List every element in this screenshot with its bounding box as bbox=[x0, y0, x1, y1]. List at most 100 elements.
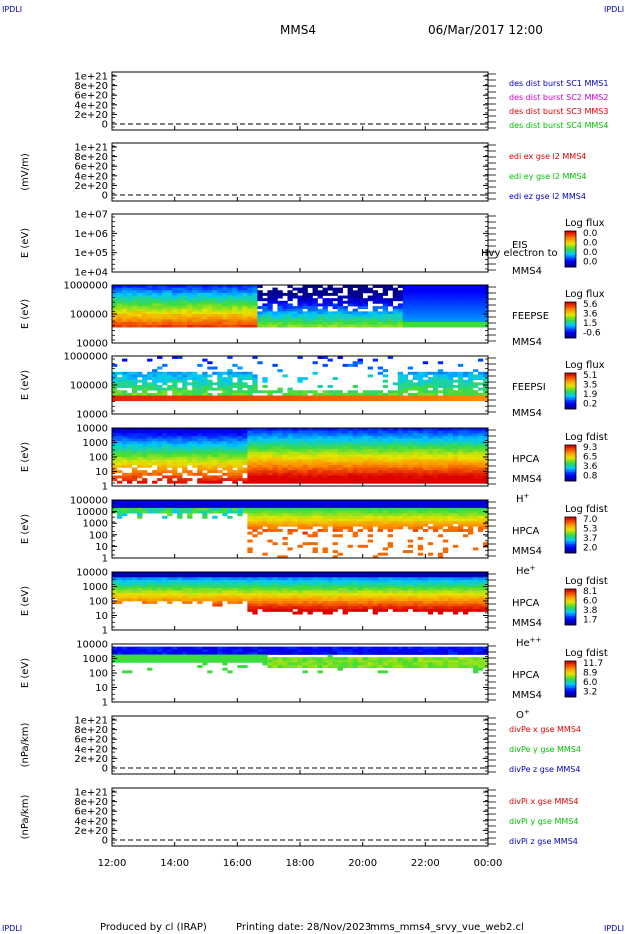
heatmap-cell bbox=[297, 311, 303, 315]
heatmap-cell bbox=[232, 324, 238, 328]
heatmap-cell bbox=[127, 598, 133, 602]
heatmap-cell bbox=[157, 505, 163, 509]
heatmap-cell bbox=[402, 321, 409, 325]
heatmap-cell bbox=[182, 443, 188, 447]
heatmap-cell bbox=[182, 500, 188, 503]
heatmap-cell bbox=[242, 579, 248, 583]
heatmap-cell bbox=[257, 590, 263, 594]
heatmap-cell bbox=[172, 459, 178, 463]
heatmap-cell bbox=[197, 470, 203, 474]
heatmap-cell bbox=[342, 314, 348, 317]
colorbar-tick-label: 5.3 bbox=[583, 525, 597, 535]
heatmap-cell bbox=[442, 438, 449, 442]
colorbar-step bbox=[565, 469, 576, 471]
heatmap-cell bbox=[327, 464, 333, 468]
heatmap-cell bbox=[472, 390, 479, 394]
heatmap-cell bbox=[242, 593, 248, 597]
heatmap-cell bbox=[267, 606, 273, 610]
heatmap-cell bbox=[377, 295, 384, 299]
heatmap-cell bbox=[212, 314, 218, 317]
heatmap-cell bbox=[432, 480, 439, 484]
heatmap-cell bbox=[287, 523, 293, 527]
heatmap-cell bbox=[187, 392, 193, 396]
heatmap-cell bbox=[287, 513, 293, 517]
heatmap-cell bbox=[302, 449, 308, 453]
heatmap-cell bbox=[167, 300, 173, 304]
heatmap-cell bbox=[272, 582, 278, 586]
heatmap-cell bbox=[267, 539, 273, 543]
heatmap-cell bbox=[307, 523, 313, 527]
heatmap-cell bbox=[327, 518, 333, 522]
heatmap-cell bbox=[122, 319, 128, 323]
heatmap-cell bbox=[462, 507, 469, 511]
heatmap-cell bbox=[127, 290, 133, 294]
heatmap-cell bbox=[382, 385, 389, 388]
heatmap-cell bbox=[237, 601, 243, 604]
heatmap-cell bbox=[202, 480, 208, 484]
heatmap-cell bbox=[452, 544, 459, 548]
heatmap-cell bbox=[482, 433, 489, 437]
heatmap-cell bbox=[432, 521, 439, 525]
heatmap-cell bbox=[447, 441, 454, 445]
heatmap-cell bbox=[227, 435, 233, 439]
heatmap-cell bbox=[237, 441, 243, 445]
heatmap-cell bbox=[237, 587, 243, 591]
heatmap-cell bbox=[437, 480, 444, 484]
heatmap-cell bbox=[137, 430, 143, 434]
heatmap-cell bbox=[127, 316, 133, 320]
heatmap-cell bbox=[267, 295, 273, 299]
heatmap-cell bbox=[462, 518, 469, 522]
heatmap-cell bbox=[447, 464, 454, 468]
heatmap-cell bbox=[327, 303, 333, 307]
heatmap-cell bbox=[387, 356, 394, 359]
heatmap-cell bbox=[317, 438, 323, 442]
heatmap-cell bbox=[282, 446, 288, 450]
colorbar-frame bbox=[564, 444, 577, 482]
corner-label-top-left: IPDLI bbox=[2, 5, 22, 14]
heatmap-cell bbox=[417, 438, 424, 442]
heatmap-cell bbox=[307, 470, 313, 474]
heatmap-cell bbox=[332, 398, 338, 402]
heatmap-cell bbox=[477, 475, 484, 479]
heatmap-cell bbox=[402, 435, 409, 439]
heatmap-cell bbox=[322, 507, 328, 511]
heatmap-cell bbox=[407, 285, 414, 288]
heatmap-cell bbox=[247, 601, 253, 604]
heatmap-cell bbox=[252, 438, 258, 442]
heatmap-cell bbox=[147, 433, 153, 437]
heatmap-cell bbox=[132, 390, 138, 394]
heatmap-cell bbox=[132, 290, 138, 294]
heatmap-cell bbox=[472, 547, 479, 551]
heatmap-cell bbox=[412, 371, 419, 375]
heatmap-cell bbox=[282, 308, 288, 312]
heatmap-cell bbox=[182, 577, 188, 581]
heatmap-cell bbox=[457, 513, 464, 517]
heatmap-cell bbox=[297, 430, 303, 434]
colorbar-step bbox=[565, 523, 576, 525]
heatmap-cell bbox=[412, 529, 419, 532]
heatmap-cell bbox=[432, 515, 439, 519]
heatmap-cell bbox=[197, 303, 203, 307]
heatmap-cell bbox=[337, 446, 343, 450]
heatmap-cell bbox=[132, 314, 138, 317]
heatmap-cell bbox=[297, 316, 303, 320]
y-axis-label: E (eV) bbox=[20, 228, 31, 258]
heatmap-cell bbox=[482, 478, 489, 482]
heatmap-cell bbox=[217, 285, 223, 288]
heatmap-cell bbox=[162, 443, 168, 447]
heatmap-cell bbox=[187, 577, 193, 581]
heatmap-cell bbox=[462, 428, 469, 431]
heatmap-cell bbox=[267, 324, 273, 328]
heatmap-cell bbox=[417, 449, 424, 453]
heatmap-cell bbox=[247, 510, 253, 514]
heatmap-cell bbox=[122, 430, 128, 434]
heatmap-cell bbox=[112, 290, 118, 294]
heatmap-cell bbox=[407, 371, 414, 375]
heatmap-cell bbox=[407, 470, 414, 474]
heatmap-cell bbox=[392, 319, 399, 323]
heatmap-cell bbox=[247, 371, 253, 375]
heatmap-cell bbox=[467, 306, 474, 310]
heatmap-cell bbox=[217, 371, 223, 375]
heatmap-cell bbox=[132, 379, 138, 383]
heatmap-cell bbox=[162, 457, 168, 460]
